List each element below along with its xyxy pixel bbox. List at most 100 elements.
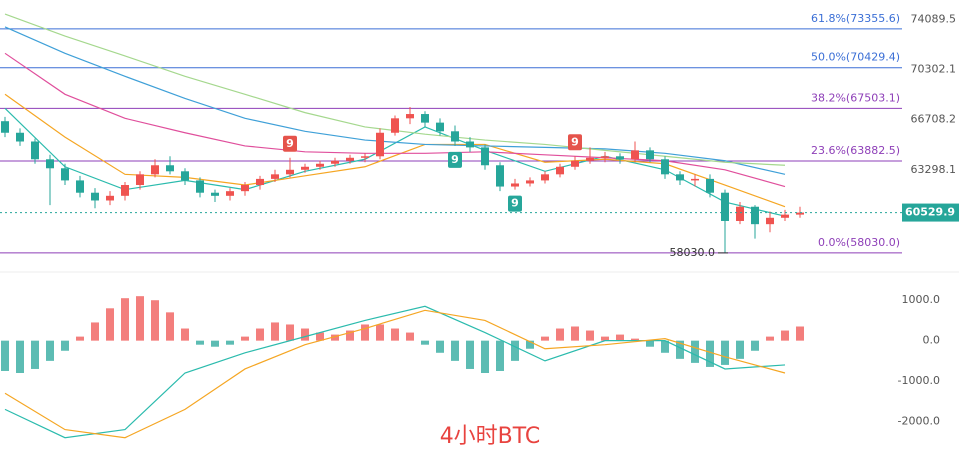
macd-bar	[781, 330, 789, 341]
candle-body	[136, 174, 144, 186]
macd-bar	[481, 340, 489, 373]
candle-body	[271, 174, 279, 179]
candle-body	[406, 114, 414, 119]
macd-bar	[796, 326, 804, 341]
macd-bar	[571, 326, 579, 341]
candle-body	[631, 150, 639, 160]
macd-bar	[661, 340, 669, 353]
y-tick-label: -1000.0	[898, 374, 940, 387]
macd-bar	[316, 332, 324, 341]
y-tick-label: 74089.5	[911, 12, 957, 25]
fib-label: 61.8%(73355.6)	[811, 12, 900, 25]
macd-bar	[526, 340, 534, 349]
macd-bar	[1, 340, 9, 371]
candle-body	[331, 160, 339, 164]
candle-body	[721, 192, 729, 221]
macd-bar	[691, 340, 699, 363]
ma-line	[4, 26, 786, 175]
candle-body	[346, 157, 354, 161]
macd-bar	[556, 328, 564, 341]
signal-badge	[448, 151, 462, 168]
macd-bar	[46, 340, 54, 361]
y-tick-label: 63298.1	[911, 163, 957, 176]
y-tick-label: 0.0	[923, 334, 941, 347]
macd-bar	[766, 336, 774, 341]
fib-label: 50.0%(70429.4)	[811, 51, 900, 64]
macd-bar	[541, 336, 549, 341]
candle-body	[16, 132, 24, 142]
ma-line	[4, 52, 786, 188]
macd-bar	[736, 340, 744, 359]
y-tick-label: -2000.0	[898, 415, 940, 428]
fib-label: 0.0%(58030.0)	[818, 236, 900, 249]
macd-bar	[91, 322, 99, 341]
macd-bar	[166, 312, 174, 341]
macd-bar	[136, 296, 144, 341]
ma-line	[4, 93, 786, 208]
candle-body	[751, 206, 759, 225]
candle-body	[181, 171, 189, 181]
candle-body	[541, 174, 549, 181]
macd-bar	[16, 340, 24, 373]
signal-label: 9	[286, 137, 294, 150]
signal-badge	[283, 135, 297, 152]
candle-body	[31, 141, 39, 160]
macd-bar	[151, 300, 159, 341]
candle-body	[571, 160, 579, 167]
candle-body	[766, 217, 774, 225]
candle-body	[736, 206, 744, 221]
macd-bar	[406, 332, 414, 341]
macd-bar	[196, 340, 204, 345]
macd-bar	[226, 340, 234, 345]
candle-body	[376, 132, 384, 157]
candle-body	[91, 192, 99, 201]
macd-bar	[631, 338, 639, 341]
ma-line	[4, 107, 786, 217]
macd-bar	[271, 322, 279, 341]
candle-body	[196, 180, 204, 193]
price-label: 60529.9	[905, 206, 955, 219]
macd-bar	[421, 340, 429, 345]
macd-bar	[586, 330, 594, 341]
candle-body	[526, 180, 534, 184]
candle-body	[256, 178, 264, 186]
y-tick-label: 70302.1	[911, 62, 957, 75]
macd-bar	[181, 328, 189, 341]
macd-bar	[346, 330, 354, 341]
fib-label: 23.6%(63882.5)	[811, 144, 900, 157]
candle-body	[226, 191, 234, 196]
candle-body	[436, 122, 444, 132]
macd-bar	[466, 340, 474, 369]
candle-body	[421, 114, 429, 123]
macd-bar	[61, 340, 69, 351]
candle-body	[496, 165, 504, 187]
candle-body	[106, 195, 114, 201]
candle-body	[616, 156, 624, 160]
candle-body	[211, 192, 219, 196]
candle-body	[166, 165, 174, 172]
candle-body	[361, 156, 369, 158]
candle-body	[301, 166, 309, 170]
macd-bar	[361, 324, 369, 341]
macd-bar	[241, 336, 249, 341]
candle-body	[61, 168, 69, 181]
signal-badge	[508, 195, 522, 212]
macd-bar	[496, 340, 504, 371]
candle-body	[781, 214, 789, 218]
y-tick-label: 1000.0	[902, 293, 941, 306]
candle-body	[556, 166, 564, 175]
macd-bar	[286, 324, 294, 341]
candle-body	[391, 118, 399, 133]
price-box	[902, 203, 959, 222]
macd-bar	[721, 340, 729, 365]
candle-body	[241, 185, 249, 192]
candle-body	[151, 165, 159, 175]
fib-label: 38.2%(67503.1)	[811, 91, 900, 104]
macd-bar	[121, 298, 129, 341]
macd-bar	[616, 334, 624, 341]
macd-line	[4, 309, 786, 439]
macd-bar	[676, 340, 684, 359]
candle-body	[76, 180, 84, 193]
